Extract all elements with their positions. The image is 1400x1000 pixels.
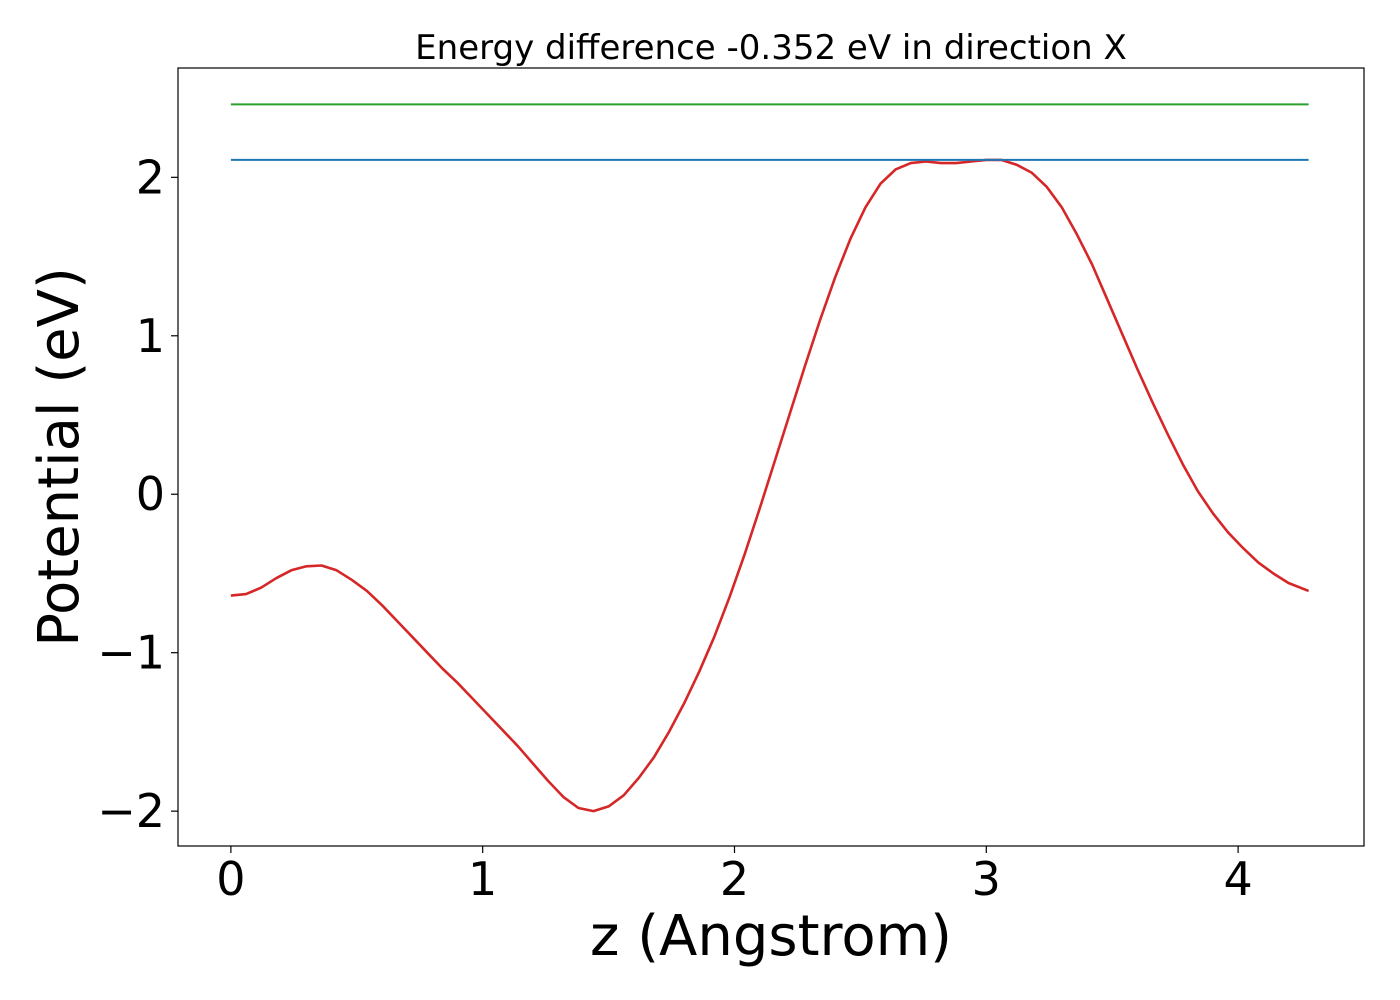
- plot-frame: [177, 67, 1365, 847]
- x-tick-label: 2: [720, 852, 749, 906]
- y-tick-label: 2: [136, 150, 165, 204]
- series-layer: [230, 103, 1310, 813]
- x-tick-label: 4: [1223, 852, 1252, 906]
- x-tick-label: 1: [468, 852, 497, 906]
- x-tick-label: 3: [972, 852, 1001, 906]
- x-axis-label: z (Angstrom): [590, 904, 952, 969]
- y-tick-label: −2: [97, 784, 165, 838]
- chart-title: Energy difference -0.352 eV in direction…: [415, 28, 1127, 68]
- y-tick-label: 0: [136, 467, 165, 521]
- x-tick-label: 0: [216, 852, 245, 906]
- y-tick-label: 1: [136, 309, 165, 363]
- ticks-layer: 0 1 2 3 4 −2 −1 0 1 2: [97, 150, 1253, 906]
- y-tick-label: −1: [97, 626, 165, 680]
- series-line-1: [230, 158, 1310, 813]
- y-axis-label: Potential (eV): [27, 267, 92, 647]
